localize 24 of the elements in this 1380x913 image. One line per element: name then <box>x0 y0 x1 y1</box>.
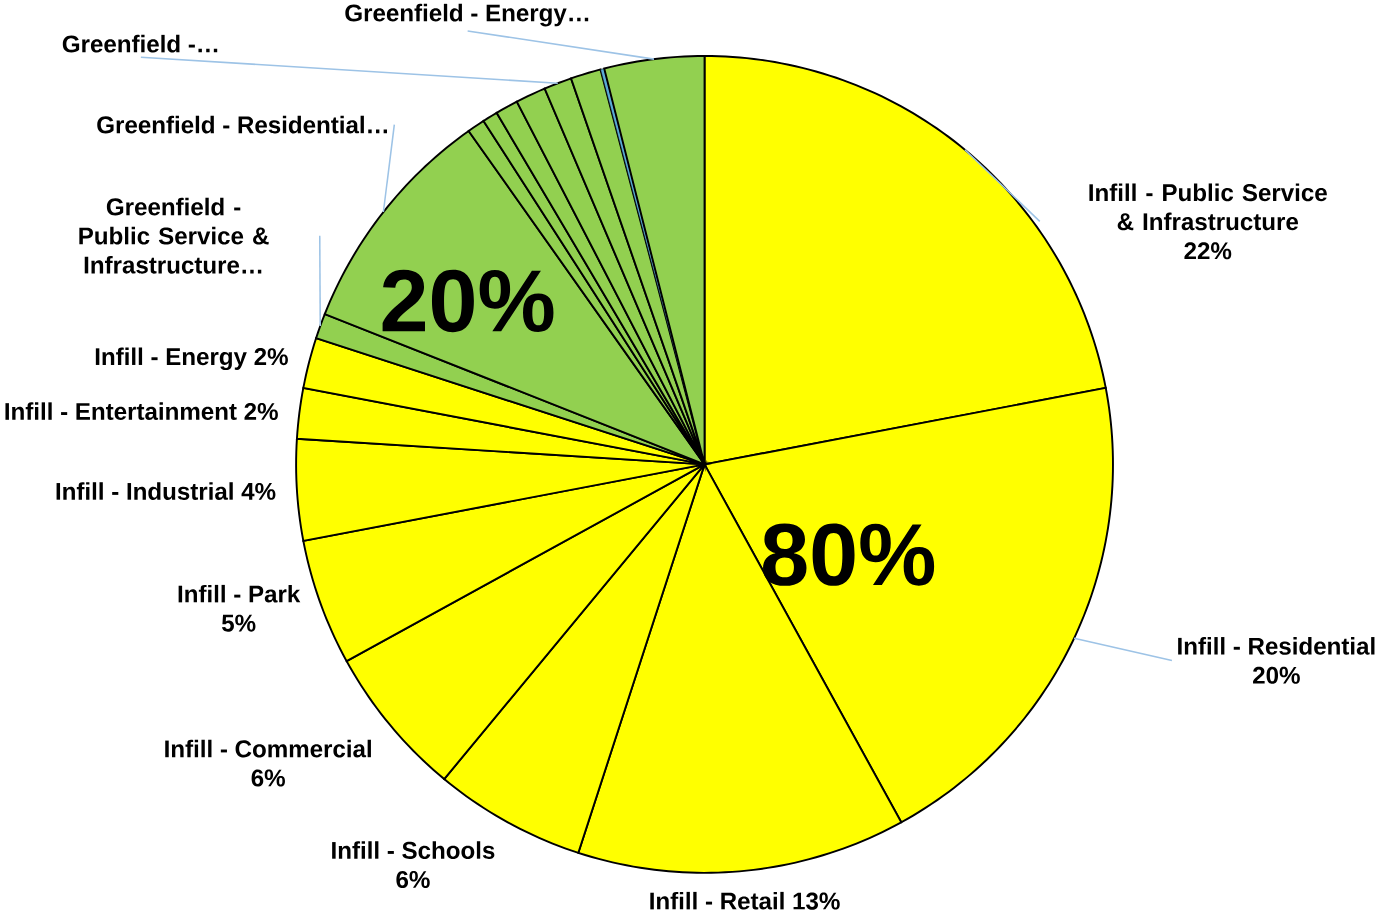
data-label: 4% <box>241 482 276 500</box>
data-label: 22% <box>1184 242 1232 260</box>
data-label: 6% <box>251 769 285 787</box>
slice-label: Greenfield - Public Service & Infrastructure… <box>79 197 269 274</box>
slice-label: Infill - Industrial <box>56 482 233 500</box>
data-label: 6% <box>396 870 430 888</box>
slice-label: Greenfield - Energy… <box>345 3 589 27</box>
slice-label: Infill - Entertainment <box>5 402 237 420</box>
slice-label: Greenfield - Residential… <box>97 115 387 134</box>
slice-label: Infill - Public Service & Infrastructure <box>1089 183 1327 231</box>
slice-label: Infill - Retail <box>650 891 784 910</box>
slice-label: Infill - Energy <box>95 347 247 370</box>
data-label: 13% <box>793 892 840 910</box>
data-label: 20% <box>1253 666 1300 684</box>
text: 20% <box>382 269 554 332</box>
data-label: 2% <box>254 347 288 365</box>
data-label: 5% <box>221 614 256 632</box>
text: 80% <box>763 523 935 586</box>
data-label: 2% <box>244 402 278 420</box>
slice-label: Infill - Residential <box>1178 636 1375 655</box>
slice-label: Infill - Park <box>178 584 301 603</box>
slice-label: Infill - Schools <box>332 841 495 859</box>
slice-label: Greenfield -… <box>62 34 218 53</box>
slice-label: Infill - Commercial <box>165 739 371 758</box>
